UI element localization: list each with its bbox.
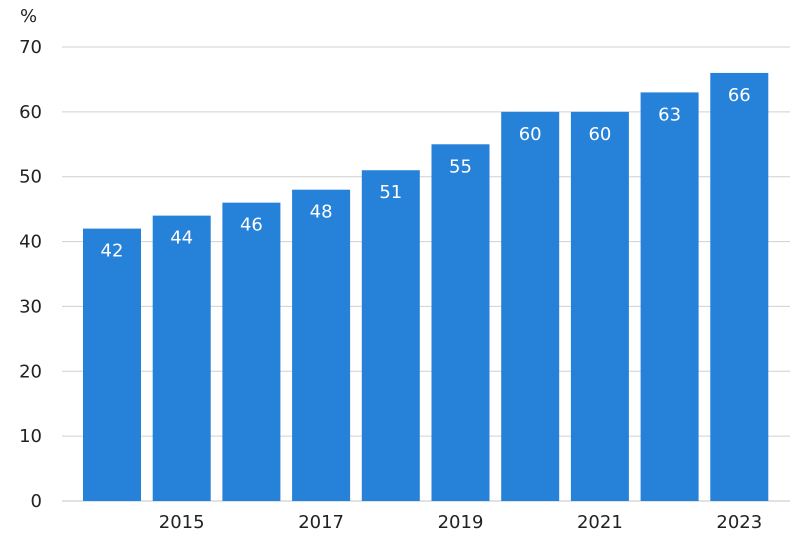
bars [83,72,769,502]
y-tick-label: 60 [19,102,42,123]
bar-2016 [222,202,281,501]
bar-2019 [431,144,490,502]
bar-value-label: 55 [449,156,472,177]
bar-value-label: 46 [240,215,263,236]
y-tick-label: 0 [31,491,42,512]
y-axis-ticks: 0 10 20 30 40 50 60 70 [19,37,42,512]
bar-value-label: 60 [519,124,542,145]
x-tick-label: 2017 [298,512,344,533]
bar-value-label: 60 [588,124,611,145]
bar-2015 [152,215,211,501]
bar-2021 [570,111,629,501]
y-tick-label: 70 [19,37,42,58]
y-tick-label: 50 [19,167,42,188]
bar-value-label: 48 [310,202,333,223]
bar-value-label: 63 [658,104,681,125]
y-unit-label: % [20,6,37,27]
bar-2018 [361,170,420,501]
bar-value-label: 51 [379,182,402,203]
x-tick-label: 2021 [577,512,623,533]
x-tick-label: 2023 [716,512,762,533]
y-tick-label: 40 [19,232,42,253]
bar-2020 [501,111,560,501]
bar-2014 [83,228,141,501]
x-tick-label: 2019 [438,512,484,533]
bar-value-label: 42 [101,241,124,262]
y-tick-label: 20 [19,361,42,382]
x-axis-ticks: 2015 2017 2019 2021 2023 [159,512,762,533]
x-tick-label: 2015 [159,512,205,533]
bar-2017 [292,189,351,501]
bar-2023 [710,72,769,501]
bar-value-label: 66 [728,85,751,106]
y-tick-label: 10 [19,426,42,447]
bar-2022 [640,92,699,502]
bar-value-labels: 42 44 46 48 51 55 60 60 63 66 [101,85,751,262]
y-tick-label: 30 [19,296,42,317]
bar-value-label: 44 [170,228,193,249]
